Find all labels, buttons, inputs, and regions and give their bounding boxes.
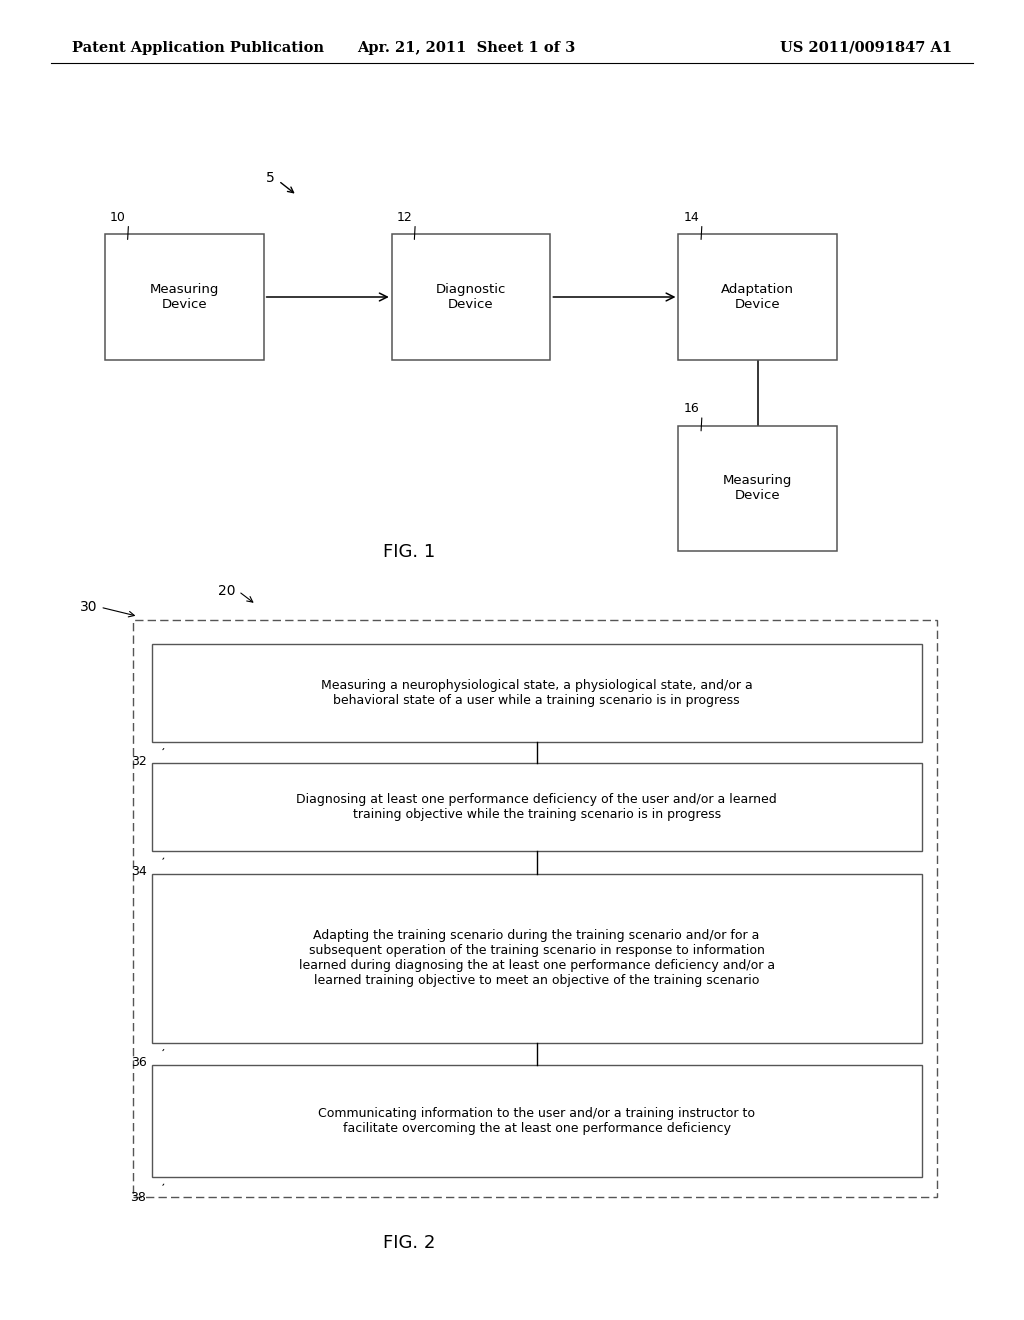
Text: Adapting the training scenario during the training scenario and/or for a
subsequ: Adapting the training scenario during th… (299, 929, 774, 987)
Text: FIG. 1: FIG. 1 (383, 543, 436, 561)
FancyBboxPatch shape (391, 235, 551, 359)
Text: 34: 34 (131, 865, 146, 878)
Text: 38: 38 (130, 1191, 146, 1204)
Text: Measuring
Device: Measuring Device (150, 282, 219, 312)
Text: 10: 10 (111, 211, 126, 223)
Text: Diagnostic
Device: Diagnostic Device (436, 282, 506, 312)
FancyBboxPatch shape (678, 425, 838, 552)
Text: Patent Application Publication: Patent Application Publication (72, 41, 324, 54)
FancyBboxPatch shape (678, 235, 838, 359)
Text: Diagnosing at least one performance deficiency of the user and/or a learned
trai: Diagnosing at least one performance defi… (296, 793, 777, 821)
Text: FIG. 2: FIG. 2 (383, 1234, 436, 1253)
FancyBboxPatch shape (133, 620, 937, 1197)
FancyBboxPatch shape (152, 763, 922, 851)
Text: 5: 5 (265, 172, 274, 185)
Text: 36: 36 (131, 1056, 146, 1069)
FancyBboxPatch shape (104, 235, 264, 359)
Text: US 2011/0091847 A1: US 2011/0091847 A1 (780, 41, 952, 54)
Text: Apr. 21, 2011  Sheet 1 of 3: Apr. 21, 2011 Sheet 1 of 3 (356, 41, 575, 54)
Text: 20: 20 (218, 585, 236, 598)
Text: Communicating information to the user and/or a training instructor to
facilitate: Communicating information to the user an… (318, 1107, 755, 1135)
Text: 14: 14 (684, 211, 699, 223)
Text: 12: 12 (397, 211, 413, 223)
FancyBboxPatch shape (152, 1065, 922, 1177)
Text: Adaptation
Device: Adaptation Device (721, 282, 795, 312)
Text: Measuring
Device: Measuring Device (723, 474, 793, 503)
FancyBboxPatch shape (152, 644, 922, 742)
Text: 32: 32 (131, 755, 146, 768)
Text: Measuring a neurophysiological state, a physiological state, and/or a
behavioral: Measuring a neurophysiological state, a … (321, 678, 753, 708)
FancyBboxPatch shape (152, 874, 922, 1043)
Text: 16: 16 (684, 403, 699, 414)
Text: 30: 30 (80, 601, 97, 614)
